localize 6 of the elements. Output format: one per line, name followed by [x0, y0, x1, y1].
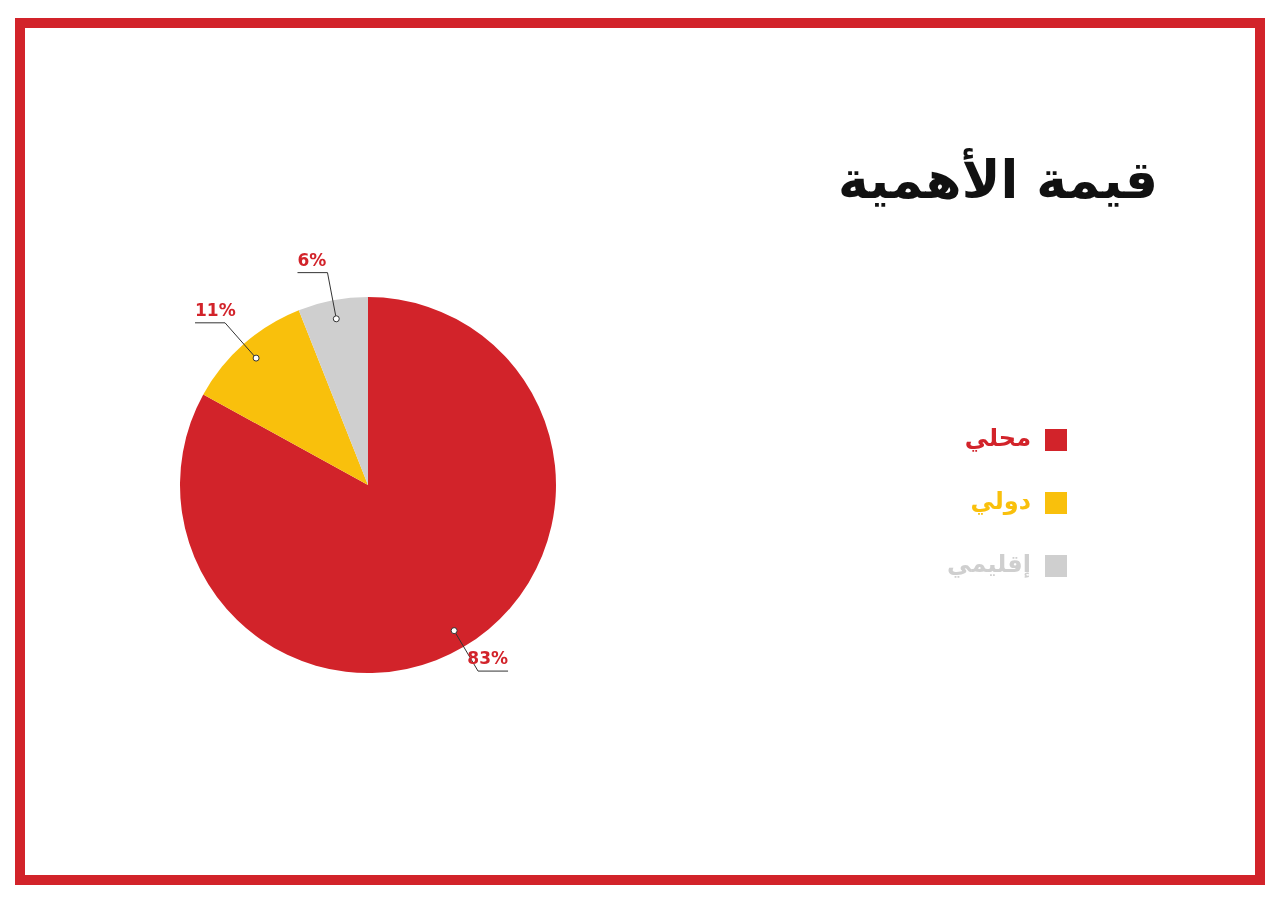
data-label: 11% [195, 299, 236, 320]
legend-label: دولي [970, 487, 1031, 516]
data-label: 83% [467, 648, 509, 669]
data-label: 6% [297, 249, 327, 270]
chart-title: قيمة الأهمية [838, 148, 1158, 210]
legend-label: محلي [964, 424, 1031, 453]
